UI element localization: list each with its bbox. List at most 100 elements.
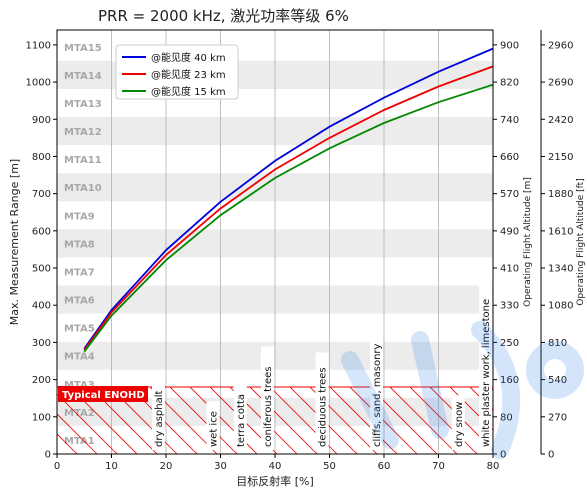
y2-tick-label: 660 bbox=[500, 152, 519, 163]
y-tick-label: 0 bbox=[45, 450, 51, 461]
x-axis-label: 目标反射率 [%] bbox=[236, 474, 314, 488]
enohd-label: Typical ENOHD bbox=[62, 390, 145, 401]
y3-axis-label: Operating Flight Altitude [ft] bbox=[576, 178, 586, 305]
legend: @能见度 40 km @能见度 23 km @能见度 15 km bbox=[115, 44, 239, 100]
y2-axis-label: Operating Flight Altitude [m] bbox=[523, 177, 533, 307]
y-tick-label: 700 bbox=[32, 189, 51, 200]
chart-title: PRR = 2000 kHz, 激光功率等级 6% bbox=[98, 7, 349, 25]
mta-label: MTA5 bbox=[64, 324, 95, 335]
hatch-line bbox=[57, 413, 98, 454]
mta-label: MTA4 bbox=[64, 352, 95, 363]
series-lines bbox=[83, 47, 493, 353]
mta-label: MTA14 bbox=[64, 71, 102, 82]
y3-tick-label: 2960 bbox=[548, 40, 573, 51]
legend-entry: @能见度 23 km bbox=[151, 68, 226, 81]
mta-label: MTA10 bbox=[64, 183, 102, 194]
mta-label: MTA1 bbox=[64, 436, 95, 447]
mta-label: MTA11 bbox=[64, 155, 102, 166]
grid-vertical bbox=[111, 30, 439, 454]
y2-tick-label: 740 bbox=[500, 115, 519, 126]
y3-tick-label: 1880 bbox=[548, 189, 573, 200]
enohd-badge: Typical ENOHD bbox=[58, 386, 148, 402]
y-tick-label: 400 bbox=[32, 301, 51, 312]
y-tick-label: 500 bbox=[32, 264, 51, 275]
legend-entry: @能见度 40 km bbox=[151, 51, 226, 64]
mta-label: MTA12 bbox=[64, 127, 102, 138]
y-axis-label: Max. Measurement Range [m] bbox=[8, 159, 21, 325]
mta-label: MTA6 bbox=[64, 296, 95, 307]
surface-label-bg bbox=[370, 315, 383, 450]
x-tick-label: 40 bbox=[269, 461, 282, 472]
surface-label-bg bbox=[451, 395, 465, 450]
y2-tick-label: 570 bbox=[500, 189, 519, 200]
y2-tick-label: 250 bbox=[500, 338, 519, 349]
hatch-line bbox=[349, 386, 418, 454]
mta-label: MTA2 bbox=[64, 408, 95, 419]
mta-label: MTA7 bbox=[64, 267, 95, 278]
y-tick-label: 300 bbox=[32, 338, 51, 349]
legend-box bbox=[115, 44, 239, 100]
y3-tick-label: 2690 bbox=[548, 78, 573, 89]
series-line bbox=[83, 65, 493, 351]
mta-label: MTA8 bbox=[64, 239, 95, 250]
x-tick-label: 60 bbox=[378, 461, 391, 472]
y-axis: 0 100 200 300 400 500 600 700 800 900 1000 1100 bbox=[26, 40, 57, 461]
y2-tick-label: 160 bbox=[500, 375, 519, 386]
y3-axis: 0 270 540 810 1080 1340 1610 1880 2150 2420 2690 29… bbox=[541, 40, 573, 461]
y2-tick-label: 820 bbox=[500, 78, 519, 89]
surface-label: white plaster work, limestone bbox=[481, 299, 492, 447]
mta-label: MTA3 bbox=[64, 380, 95, 391]
hatch-line bbox=[57, 433, 78, 454]
hatch-line bbox=[409, 386, 478, 454]
y3-tick-label: 2150 bbox=[548, 152, 573, 163]
surface-label: terra cotta bbox=[236, 394, 247, 447]
surface-label-bg bbox=[315, 352, 329, 450]
y3-tick-label: 810 bbox=[548, 338, 567, 349]
surface-label-bg bbox=[261, 346, 274, 450]
surface-label-bg bbox=[233, 376, 247, 450]
x-tick-label: 0 bbox=[54, 461, 60, 472]
y3-tick-label: 1340 bbox=[548, 264, 573, 275]
mta-label: MTA9 bbox=[64, 211, 95, 222]
hatch-line bbox=[329, 386, 398, 454]
surface-label: deciduous trees bbox=[318, 367, 329, 447]
x-tick-label: 20 bbox=[160, 461, 173, 472]
x-tick-label: 80 bbox=[487, 461, 500, 472]
surface-label-bg bbox=[206, 401, 220, 450]
series-line bbox=[83, 83, 493, 353]
surface-label-bg bbox=[152, 376, 165, 450]
x-tick-label: 10 bbox=[105, 461, 118, 472]
y2-tick-label: 900 bbox=[500, 40, 519, 51]
x-tick-label: 70 bbox=[432, 461, 445, 472]
hatch-line bbox=[389, 386, 458, 454]
mta-label: MTA13 bbox=[64, 99, 102, 110]
y3-tick-label: 270 bbox=[548, 412, 567, 423]
y-tick-label: 200 bbox=[32, 375, 51, 386]
surface-label: dry asphalt bbox=[154, 391, 165, 447]
y2-tick-label: 410 bbox=[500, 264, 519, 275]
y2-tick-label: 490 bbox=[500, 226, 519, 237]
x-axis: 0 10 20 30 40 50 60 70 80 bbox=[54, 454, 500, 472]
surface-label: coniferous trees bbox=[263, 367, 274, 447]
hatch-line bbox=[169, 386, 238, 454]
y3-tick-label: 540 bbox=[548, 375, 567, 386]
y-tick-label: 600 bbox=[32, 226, 51, 237]
surface-label: dry snow bbox=[454, 402, 465, 447]
y3-tick-label: 1080 bbox=[548, 301, 573, 312]
x-tick-label: 50 bbox=[323, 461, 336, 472]
legend-entry: @能见度 15 km bbox=[151, 85, 226, 98]
surface-label: cliffs, sand, masonry bbox=[372, 343, 383, 447]
surface-label: wet ice bbox=[209, 411, 220, 447]
y2-tick-label: 0 bbox=[500, 450, 506, 461]
y-tick-label: 900 bbox=[32, 115, 51, 126]
surface-label-bg bbox=[479, 267, 492, 450]
y3-tick-label: 1610 bbox=[548, 226, 573, 237]
y2-tick-label: 80 bbox=[500, 412, 513, 423]
y2-axis: 0 80 160 250 330 410 490 570 660 740 820 900 bbox=[493, 40, 519, 461]
y-tick-label: 800 bbox=[32, 152, 51, 163]
y3-tick-label: 0 bbox=[548, 450, 554, 461]
y2-tick-label: 330 bbox=[500, 301, 519, 312]
y3-tick-label: 2420 bbox=[548, 115, 573, 126]
y-tick-label: 1100 bbox=[26, 40, 51, 51]
